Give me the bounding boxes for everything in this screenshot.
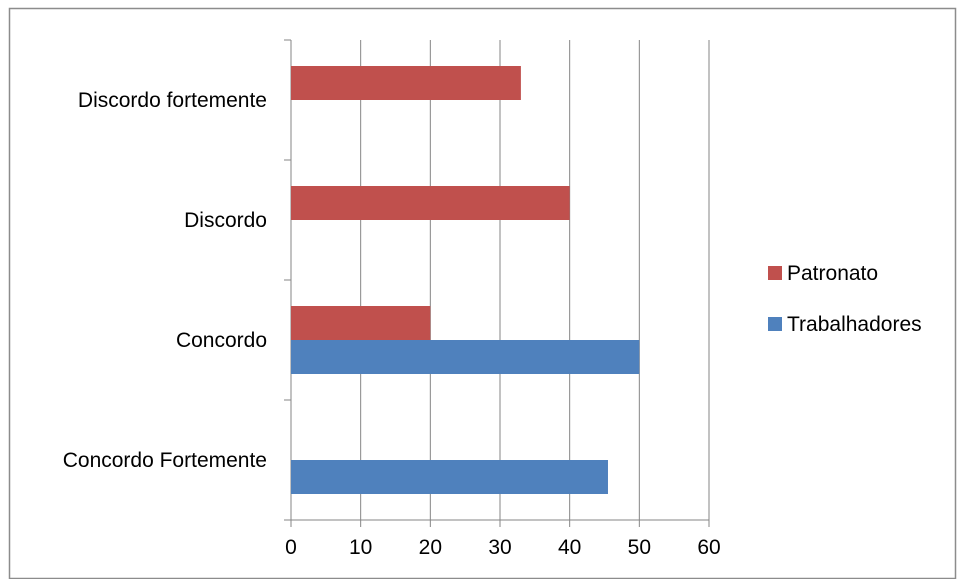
bar-patronato-discordo [291, 186, 570, 220]
legend-label-patronato: Patronato [787, 262, 878, 285]
x-tick-label: 50 [628, 536, 651, 559]
bar-trabalhadores-concordo [291, 340, 640, 374]
bar-patronato-discordo-fortemente [291, 66, 521, 100]
y-category-label: Concordo [176, 329, 267, 352]
legend-swatch-patronato [768, 266, 782, 280]
axis-labels: 0 10 20 30 40 50 60 Concordo Fortemente Concordo… [63, 89, 721, 559]
y-category-label: Discordo fortemente [78, 89, 267, 112]
y-category-label: Concordo Fortemente [63, 449, 267, 472]
bar-patronato-concordo [291, 306, 431, 340]
bars [291, 66, 640, 494]
x-tick-label: 60 [697, 536, 720, 559]
x-tick-label: 10 [349, 536, 372, 559]
x-tick-label: 20 [419, 536, 442, 559]
x-tick-label: 30 [488, 536, 511, 559]
legend-label-trabalhadores: Trabalhadores [787, 313, 922, 336]
bar-trabalhadores-concordo-fortemente [291, 460, 608, 494]
gridlines [360, 40, 710, 520]
y-category-label: Discordo [184, 209, 267, 232]
axes [284, 39, 710, 527]
legend: Patronato Trabalhadores [768, 262, 922, 336]
x-tick-label: 40 [558, 536, 581, 559]
legend-swatch-trabalhadores [768, 317, 782, 331]
x-tick-label: 0 [285, 536, 297, 559]
